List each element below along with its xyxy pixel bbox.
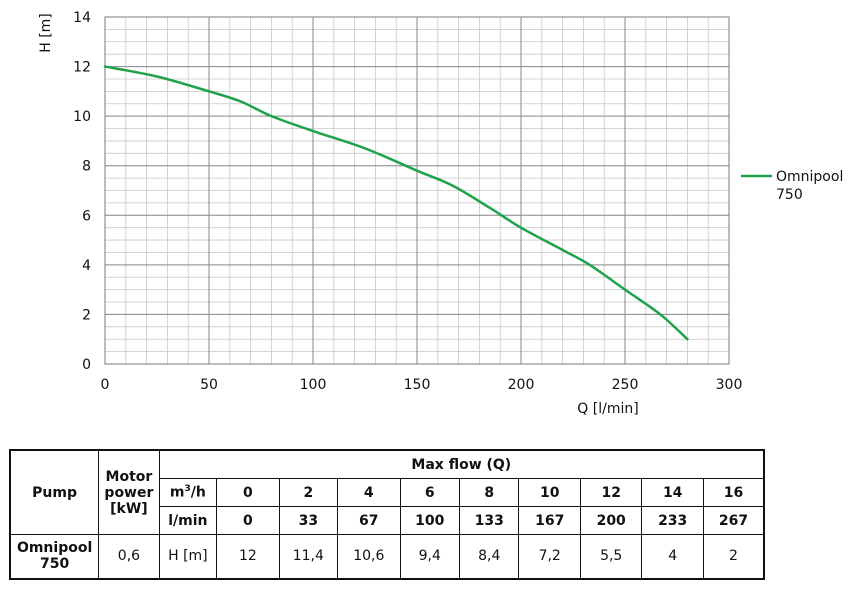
pump-name-line2: 750 xyxy=(39,556,70,573)
lmin-value: 0 xyxy=(216,506,280,535)
pump-name: Omnipool 750 xyxy=(9,534,100,579)
motor-power-value: 0,6 xyxy=(98,534,160,579)
y-tick-label: 12 xyxy=(73,60,91,76)
h-value: 4 xyxy=(641,534,704,579)
m3h-value: 6 xyxy=(399,478,461,507)
h-value: 12 xyxy=(216,534,280,579)
h-value: 7,2 xyxy=(518,534,581,579)
m3h-label: m3/h xyxy=(158,478,218,507)
y-axis-ticks: 0 2 4 6 8 10 12 14 xyxy=(73,10,91,373)
h-value: 9,4 xyxy=(399,534,461,579)
pump-header: Pump xyxy=(9,449,100,535)
h-value: 10,6 xyxy=(337,534,401,579)
y-tick-label: 4 xyxy=(82,258,91,274)
x-tick-label: 150 xyxy=(404,377,431,393)
lmin-value: 33 xyxy=(278,506,339,535)
motor-header-line1: Motor xyxy=(105,468,153,485)
m3h-value: 10 xyxy=(518,478,581,507)
pump-spec-table: Pump Motor power [kW] Max flow (Q) m3/h … xyxy=(9,449,765,580)
h-value: 11,4 xyxy=(278,534,339,579)
h-value: 2 xyxy=(702,534,765,579)
x-tick-label: 100 xyxy=(300,377,327,393)
m3h-value: 2 xyxy=(278,478,339,507)
pump-name-line1: Omnipool xyxy=(16,540,93,557)
plot-border xyxy=(104,16,730,365)
motor-header-line2: power xyxy=(104,484,154,501)
y-tick-label: 10 xyxy=(73,109,91,125)
x-axis-title: Q [l/min] xyxy=(577,401,638,417)
m3h-label-rest: /h xyxy=(190,484,206,501)
lmin-value: 67 xyxy=(337,506,401,535)
m3h-label-base: m xyxy=(169,484,185,501)
y-tick-label: 0 xyxy=(82,357,91,373)
lmin-value: 200 xyxy=(579,506,643,535)
legend: Omnipool 750 xyxy=(741,169,843,203)
x-axis-ticks: 0 50 100 150 200 250 300 xyxy=(101,377,743,393)
pump-curve-chart: 0 50 100 150 200 250 300 0 2 4 6 8 10 12 14 H [m] Q [… xyxy=(38,10,843,417)
x-tick-label: 200 xyxy=(508,377,535,393)
head-row: Omnipool 750 0,6 H [m] 12 11,4 10,6 9,4 … xyxy=(9,534,765,579)
m3h-value: 0 xyxy=(216,478,280,507)
y-tick-label: 2 xyxy=(82,307,91,323)
h-label: H [m] xyxy=(158,534,218,579)
series-line-omnipool-750 xyxy=(103,65,689,341)
x-tick-label: 300 xyxy=(716,377,743,393)
lmin-value: 100 xyxy=(399,506,461,535)
x-tick-label: 0 xyxy=(101,377,110,393)
max-flow-header: Max flow (Q) xyxy=(158,449,765,479)
legend-label-line2: 750 xyxy=(776,187,803,203)
legend-label-line1: Omnipool xyxy=(776,169,843,185)
lmin-row: l/min 0 33 67 100 133 167 200 233 267 xyxy=(10,506,765,535)
x-tick-label: 50 xyxy=(200,377,218,393)
grid-major xyxy=(104,16,730,365)
motor-power-header: Motor power [kW] xyxy=(98,449,160,535)
m3h-value: 4 xyxy=(337,478,401,507)
m3h-row: m3/h 0 2 4 6 8 10 12 14 16 xyxy=(10,478,765,507)
m3h-value: 16 xyxy=(702,478,765,507)
lmin-value: 233 xyxy=(641,506,704,535)
lmin-label: l/min xyxy=(158,506,218,535)
y-tick-label: 8 xyxy=(82,159,91,175)
lmin-value: 267 xyxy=(702,506,765,535)
series-layer xyxy=(103,65,689,341)
m3h-value: 8 xyxy=(458,478,520,507)
h-value: 8,4 xyxy=(458,534,520,579)
lmin-value: 167 xyxy=(518,506,581,535)
motor-header-line3: [kW] xyxy=(110,500,148,517)
x-tick-label: 250 xyxy=(612,377,639,393)
h-value: 5,5 xyxy=(579,534,643,579)
m3h-value: 12 xyxy=(579,478,643,507)
y-tick-label: 6 xyxy=(82,208,91,224)
lmin-value: 133 xyxy=(458,506,520,535)
m3h-label-sup: 3 xyxy=(184,484,191,495)
y-axis-title: H [m] xyxy=(38,13,54,53)
m3h-value: 14 xyxy=(641,478,704,507)
y-tick-label: 14 xyxy=(73,10,91,26)
